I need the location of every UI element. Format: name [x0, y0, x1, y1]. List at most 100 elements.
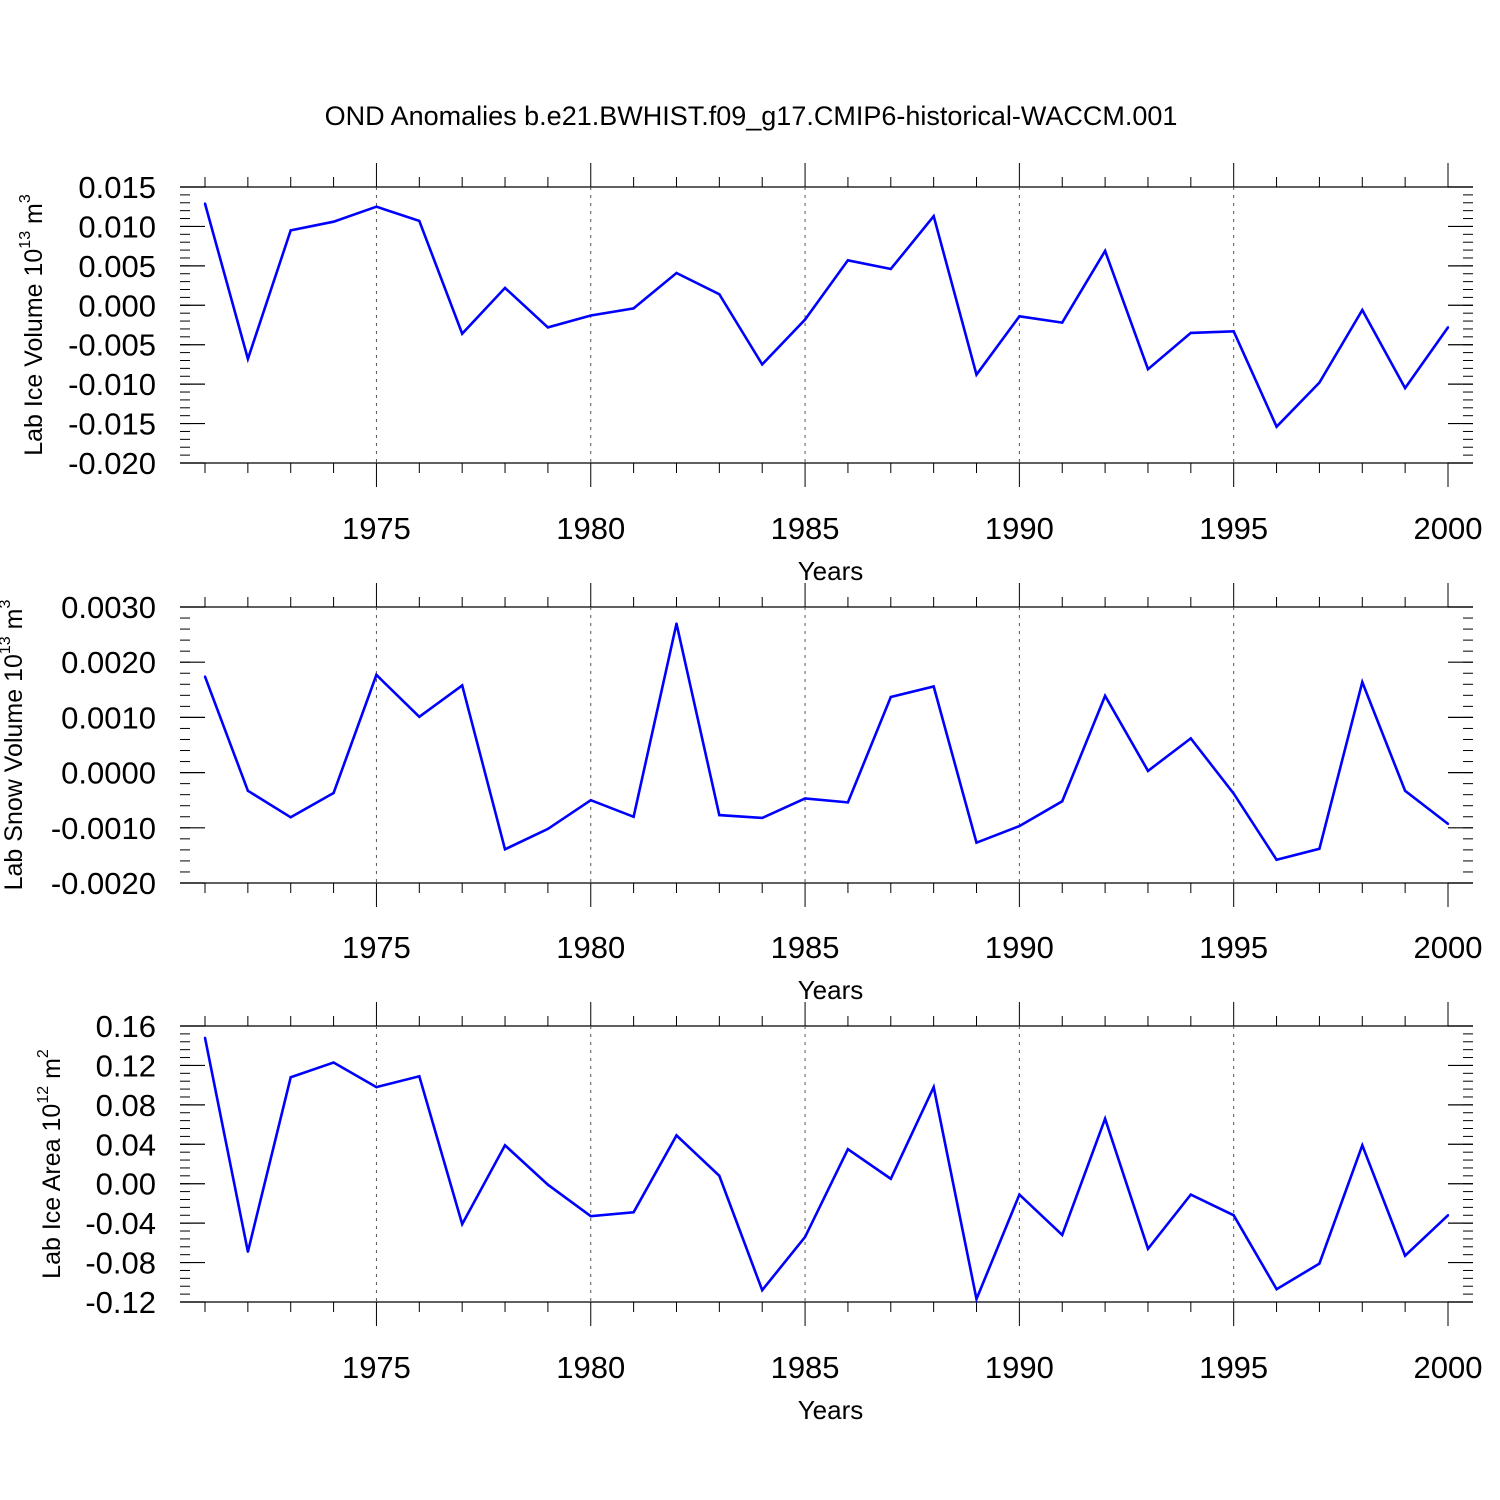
data-point: [632, 307, 635, 310]
series-line: [203, 203, 1450, 429]
data-point: [546, 1183, 550, 1186]
data-point: [1146, 1247, 1150, 1250]
data-point: [1189, 737, 1193, 740]
data-point: [675, 1134, 678, 1137]
y-tick-label: 0.00: [96, 1167, 156, 1202]
y-tick-label: 0.015: [78, 170, 156, 205]
data-point: [1446, 822, 1450, 826]
data-point: [1446, 326, 1450, 329]
y-tick-label: 0.08: [96, 1088, 156, 1123]
y-tick-label: 0.0030: [61, 590, 156, 625]
chart-title: OND Anomalies b.e21.BWHIST.f09_g17.CMIP6…: [325, 101, 1178, 131]
data-point: [1232, 330, 1235, 333]
x-tick-label: 1990: [985, 1350, 1054, 1385]
data-point: [246, 1250, 250, 1253]
data-point: [846, 1148, 850, 1151]
y-tick-label: 0.0020: [61, 645, 156, 680]
data-point: [975, 373, 978, 376]
y-tick-label: -0.12: [85, 1285, 156, 1320]
y-tick-label: 0.0010: [61, 700, 156, 735]
data-point: [1403, 1254, 1407, 1257]
series-line: [203, 1037, 1449, 1304]
x-tick-label: 1975: [342, 511, 411, 546]
data-point: [246, 789, 250, 793]
x-tick-label: 1985: [771, 511, 840, 546]
data-point: [1318, 381, 1321, 384]
x-axis-label: Years: [798, 1395, 864, 1425]
data-point: [718, 293, 721, 296]
x-axis-label: Years: [798, 975, 864, 1005]
data-point: [889, 267, 892, 271]
x-tick-label: 1995: [1199, 930, 1268, 965]
x-tick-label: 1975: [342, 930, 411, 965]
data-point: [375, 673, 378, 677]
y-tick-label: 0.12: [96, 1048, 156, 1083]
data-point: [589, 314, 592, 317]
y-tick-label: 0.16: [96, 1009, 156, 1044]
data-point: [418, 1075, 421, 1078]
data-point: [975, 1297, 978, 1301]
data-point: [246, 357, 250, 361]
data-point: [632, 1211, 635, 1214]
data-point: [632, 815, 635, 818]
data-point: [889, 695, 892, 699]
x-tick-label: 1980: [556, 511, 625, 546]
x-axis-label: Years: [798, 556, 864, 586]
data-point: [1103, 694, 1107, 698]
series-line: [203, 623, 1449, 862]
data-point: [418, 715, 421, 719]
y-tick-label: -0.04: [85, 1206, 156, 1241]
y-tick-label: 0.005: [78, 249, 156, 284]
data-point: [1103, 1117, 1107, 1120]
data-point: [418, 219, 421, 223]
x-tick-label: 1985: [771, 1350, 840, 1385]
data-point: [1361, 308, 1364, 312]
data-point: [761, 363, 764, 366]
x-tick-label: 2000: [1414, 511, 1483, 546]
data-point: [203, 1036, 207, 1040]
data-point: [932, 685, 935, 688]
x-tick-label: 1975: [342, 1350, 411, 1385]
data-point: [1061, 321, 1064, 324]
data-point: [1232, 1214, 1235, 1217]
panel-2: -0.0020 -0.0010 0.0000 0.0010 0.0020 0.0030 19…: [0, 583, 1482, 1005]
y-tick-label: -0.005: [68, 328, 156, 363]
data-point: [1018, 1193, 1021, 1196]
data-point: [589, 799, 592, 802]
x-tick-label: 1985: [771, 930, 840, 965]
data-point: [1061, 1233, 1064, 1237]
data-point: [1146, 367, 1150, 371]
data-point: [803, 1235, 807, 1239]
x-tick-label: 1990: [985, 930, 1054, 965]
data-point: [289, 229, 292, 232]
data-point: [332, 791, 335, 795]
data-point: [503, 848, 507, 851]
data-point: [460, 332, 464, 335]
data-point: [1018, 824, 1021, 828]
data-point: [203, 202, 207, 205]
data-point: [761, 816, 764, 820]
y-tick-label: -0.020: [68, 446, 156, 481]
data-point: [375, 205, 378, 208]
data-point: [1018, 315, 1021, 318]
data-point: [1275, 425, 1278, 428]
data-point: [1189, 1193, 1193, 1196]
data-point: [1061, 800, 1064, 803]
panel-3: -0.12 -0.08 -0.04 0.00 0.04 0.08 0.12 0.16 1975 1…: [35, 1002, 1482, 1425]
data-point: [1275, 858, 1278, 862]
data-point: [846, 259, 850, 262]
data-point: [761, 1288, 764, 1292]
data-point: [1403, 789, 1407, 793]
data-point: [803, 318, 807, 321]
x-tick-label: 1995: [1199, 1350, 1268, 1385]
x-tick-label: 1980: [556, 1350, 625, 1385]
data-point: [675, 271, 678, 275]
x-tick-label: 2000: [1414, 930, 1483, 965]
data-point: [332, 1061, 335, 1064]
data-point: [503, 1144, 507, 1147]
data-point: [589, 1215, 592, 1218]
data-point: [889, 1177, 892, 1180]
data-point: [460, 684, 464, 687]
data-point: [1361, 1144, 1364, 1147]
data-point: [675, 622, 678, 625]
